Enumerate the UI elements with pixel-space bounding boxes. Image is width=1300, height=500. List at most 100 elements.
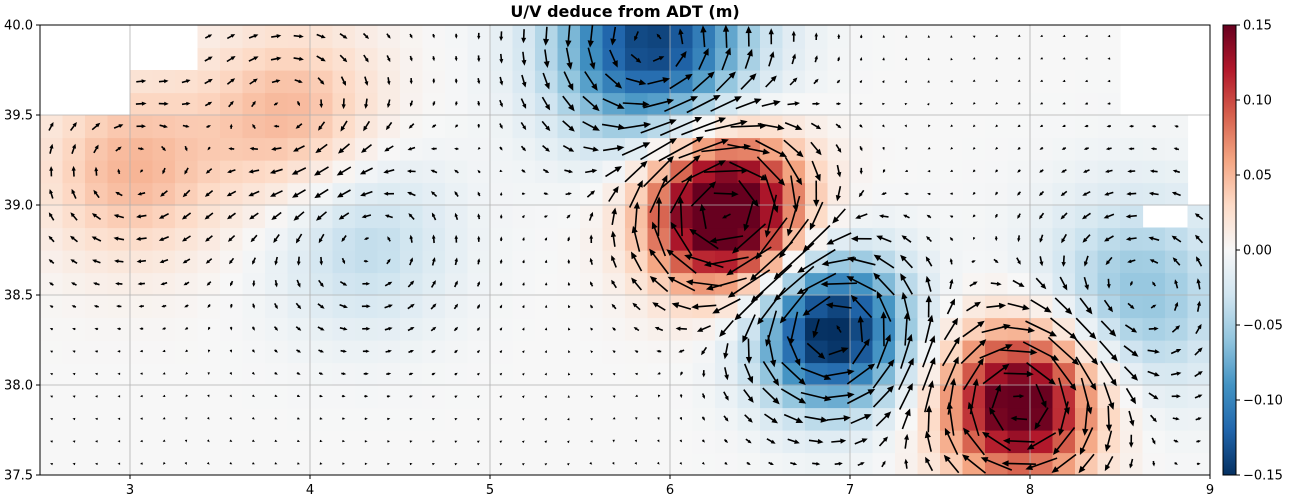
- velocity-arrow: [71, 143, 76, 155]
- velocity-arrow: [859, 124, 863, 128]
- velocity-arrow: [249, 212, 259, 220]
- velocity-arrow: [249, 78, 258, 85]
- velocity-arrow: [477, 78, 481, 85]
- velocity-arrow: [544, 282, 548, 286]
- velocity-arrow: [408, 213, 415, 220]
- velocity-arrow: [544, 463, 548, 466]
- velocity-arrow: [1016, 257, 1021, 265]
- velocity-arrow: [499, 304, 503, 309]
- velocity-arrow: [184, 304, 189, 308]
- velocity-arrow: [383, 191, 395, 196]
- velocity-arrow: [181, 212, 192, 220]
- velocity-arrow: [252, 417, 255, 420]
- velocity-arrow: [91, 122, 101, 131]
- velocity-arrow: [1039, 234, 1044, 243]
- velocity-arrow: [562, 120, 575, 132]
- velocity-arrow: [364, 462, 368, 465]
- velocity-arrow: [363, 259, 369, 263]
- velocity-arrow: [605, 166, 622, 178]
- velocity-arrow: [544, 372, 547, 376]
- velocity-arrow: [768, 51, 775, 67]
- velocity-arrow: [384, 145, 394, 152]
- velocity-arrow: [1195, 417, 1202, 421]
- velocity-arrow: [1130, 281, 1134, 287]
- velocity-arrow: [873, 254, 895, 269]
- velocity-arrow: [949, 192, 953, 195]
- velocity-arrow: [1127, 259, 1136, 264]
- velocity-arrow: [584, 71, 598, 91]
- plot-area: [39, 24, 1211, 476]
- velocity-arrow: [274, 417, 278, 420]
- velocity-arrow: [719, 319, 734, 337]
- velocity-arrow: [364, 98, 369, 109]
- velocity-arrow: [386, 258, 391, 265]
- velocity-arrow: [207, 349, 211, 353]
- colorbar-tick-label: 0.15: [1243, 19, 1272, 34]
- velocity-arrow: [72, 395, 76, 398]
- velocity-arrow: [454, 395, 458, 398]
- velocity-arrow: [336, 166, 352, 176]
- velocity-arrow: [117, 350, 121, 353]
- velocity-arrow: [91, 236, 102, 242]
- velocity-arrow: [667, 276, 696, 292]
- velocity-arrow: [568, 304, 571, 308]
- velocity-arrow: [587, 25, 594, 48]
- velocity-arrow: [692, 71, 715, 92]
- velocity-arrow: [700, 25, 707, 48]
- velocity-arrow: [1104, 456, 1114, 472]
- velocity-arrow: [681, 117, 727, 136]
- velocity-arrow: [1084, 124, 1089, 128]
- velocity-arrow: [610, 230, 617, 247]
- velocity-arrow: [160, 281, 168, 286]
- velocity-arrow: [797, 248, 836, 273]
- velocity-arrow: [675, 326, 687, 331]
- velocity-arrow: [338, 212, 350, 220]
- velocity-arrow: [810, 122, 822, 130]
- velocity-arrow: [140, 462, 143, 465]
- velocity-arrow: [117, 395, 121, 398]
- velocity-arrow: [612, 417, 616, 420]
- velocity-arrow: [612, 373, 616, 376]
- velocity-arrow: [1039, 190, 1045, 196]
- velocity-arrow: [995, 147, 998, 150]
- velocity-arrow: [691, 303, 717, 310]
- velocity-arrow: [904, 192, 909, 196]
- velocity-arrow: [184, 462, 187, 465]
- velocity-arrow: [900, 254, 913, 269]
- velocity-arrow: [999, 348, 1038, 356]
- velocity-arrow: [135, 236, 147, 241]
- velocity-arrow: [138, 304, 144, 308]
- velocity-arrow: [875, 411, 892, 427]
- velocity-arrow: [229, 349, 232, 353]
- velocity-arrow: [635, 417, 638, 420]
- velocity-arrow: [1196, 256, 1203, 267]
- velocity-arrow: [1017, 213, 1021, 219]
- velocity-arrow: [949, 278, 954, 290]
- y-tick-label: 37.5: [4, 469, 33, 484]
- velocity-arrow: [1084, 79, 1088, 83]
- velocity-arrow: [49, 282, 54, 286]
- velocity-arrow: [182, 124, 190, 128]
- velocity-arrow: [859, 167, 863, 175]
- velocity-arrow: [544, 327, 548, 331]
- velocity-arrow: [1100, 320, 1117, 337]
- velocity-arrow: [882, 169, 886, 173]
- velocity-arrow: [640, 138, 677, 161]
- velocity-arrow: [317, 326, 325, 331]
- velocity-arrow: [273, 124, 280, 128]
- velocity-arrow: [387, 236, 391, 242]
- velocity-arrow: [294, 79, 303, 83]
- velocity-arrow: [812, 462, 821, 466]
- velocity-arrow: [789, 77, 798, 86]
- velocity-arrow: [836, 102, 842, 106]
- velocity-arrow: [318, 121, 326, 131]
- velocity-arrow: [1103, 299, 1113, 313]
- velocity-arrow: [643, 155, 674, 188]
- velocity-arrow: [1149, 169, 1158, 173]
- velocity-arrow: [431, 395, 436, 398]
- velocity-arrow: [184, 439, 188, 443]
- colorbar-tick-label: 0.00: [1243, 244, 1272, 259]
- velocity-arrow: [520, 145, 526, 152]
- velocity-arrow: [50, 440, 53, 443]
- velocity-arrow: [810, 141, 822, 156]
